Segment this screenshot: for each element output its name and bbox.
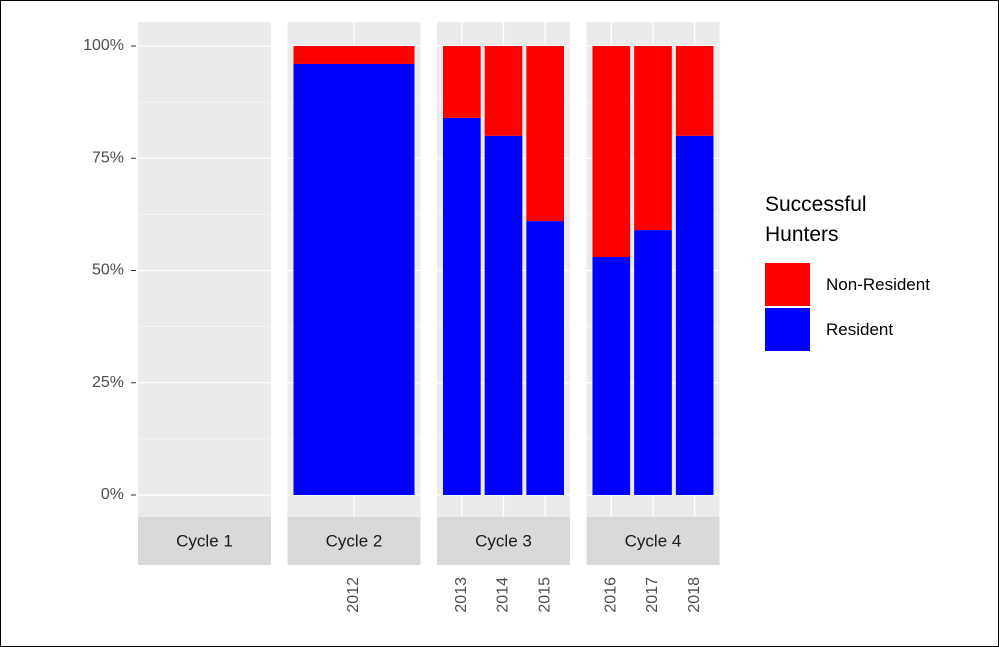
x-tick-label: 2016 (603, 577, 620, 613)
bar (484, 135, 523, 496)
x-tick-label: 2015 (536, 577, 553, 613)
y-tick-label: 25% (92, 374, 124, 391)
x-tick-label: 2012 (345, 577, 362, 613)
bar (484, 46, 523, 136)
y-tick-label: 75% (92, 149, 124, 166)
bar (293, 63, 415, 496)
bar (634, 230, 672, 495)
strip (287, 517, 421, 565)
legend-title: Successful Hunters (765, 193, 867, 246)
strip (437, 517, 570, 565)
bar (526, 221, 564, 496)
bar (293, 46, 415, 64)
y-tick-label: 100% (83, 37, 124, 54)
bar (526, 46, 564, 222)
x-tick-label: 2013 (453, 577, 470, 613)
panel (138, 22, 271, 517)
x-tick-label: 2014 (495, 577, 512, 613)
bar (634, 46, 672, 231)
strip (586, 517, 720, 565)
strip-label: Cycle 2 (326, 531, 383, 550)
legend-entry: Resident (765, 307, 999, 352)
y-tick-label: 50% (92, 262, 124, 279)
legend-key (765, 263, 810, 306)
legend-label: Resident (826, 319, 894, 339)
bar (592, 46, 631, 258)
x-tick-label: 2017 (644, 577, 661, 613)
legend-label: Non-Resident (826, 274, 930, 294)
bar (443, 117, 481, 495)
legend-entry: Non-Resident (765, 262, 999, 307)
strip (138, 517, 271, 565)
strip-label: Cycle 1 (176, 531, 233, 550)
strip-label: Cycle 4 (625, 531, 682, 550)
legend: Successful Hunters Non-Resident Resident (765, 190, 999, 352)
legend-key (765, 308, 810, 351)
y-tick-label: 0% (101, 486, 124, 503)
x-tick-label: 2018 (686, 577, 703, 613)
bar (592, 257, 631, 495)
strip-label: Cycle 3 (475, 531, 532, 550)
bar (675, 135, 714, 496)
bar (443, 46, 481, 118)
bar (675, 46, 714, 136)
